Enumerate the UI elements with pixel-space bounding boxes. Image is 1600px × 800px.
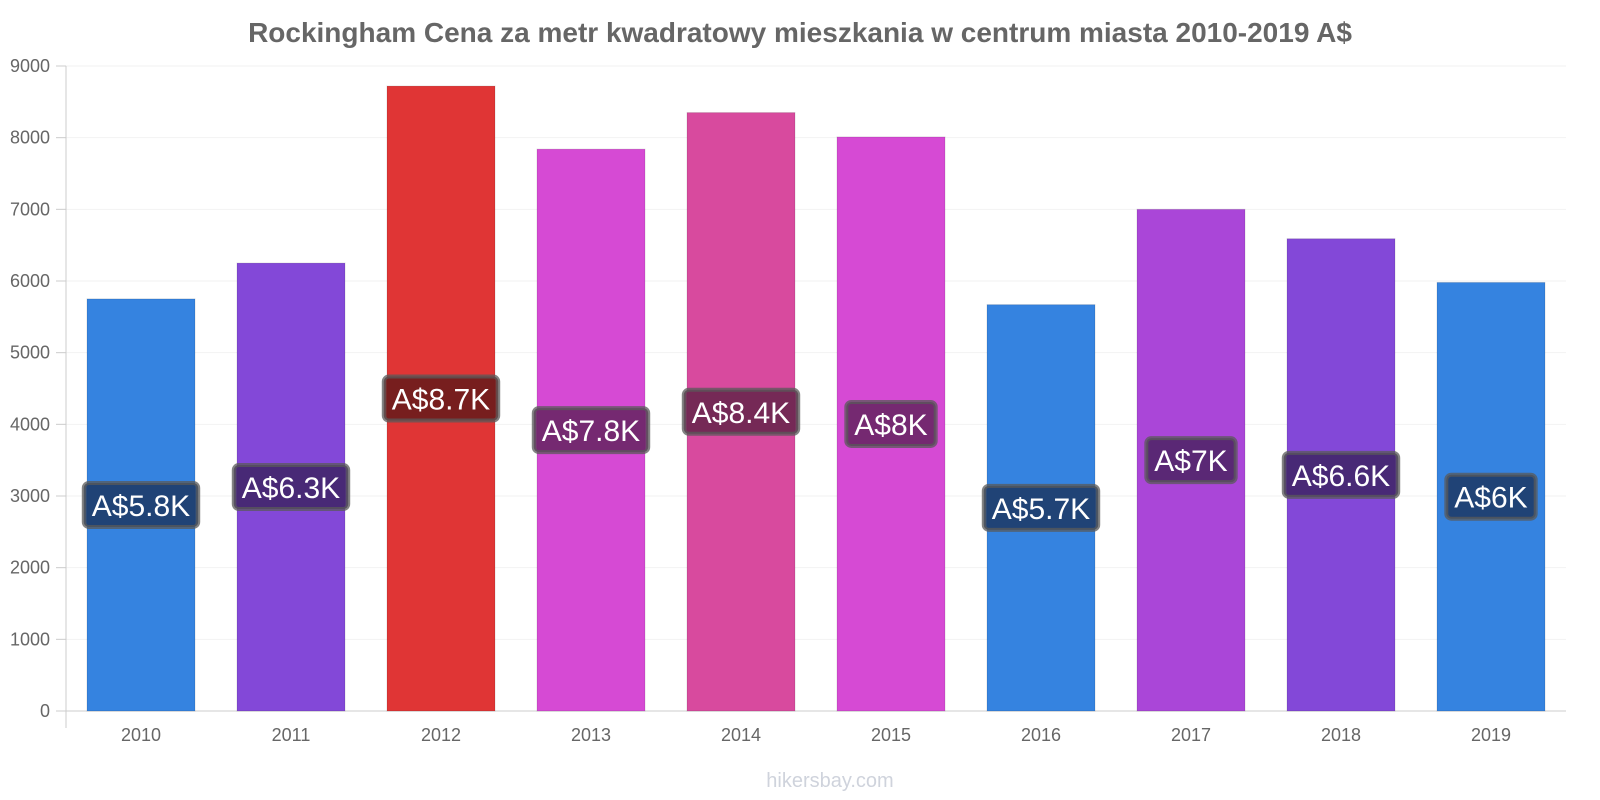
data-label-text: A$6K [1454, 482, 1527, 515]
y-tick-label: 1000 [10, 629, 50, 649]
data-label-text: A$8.7K [392, 384, 490, 417]
y-tick-label: 2000 [10, 558, 50, 578]
data-label-box [81, 480, 201, 529]
data-label-box [1144, 436, 1238, 485]
x-tick-label: 2017 [1171, 725, 1211, 745]
data-label-box [1281, 450, 1401, 499]
data-label-2019: A$6K [1444, 472, 1538, 521]
x-tick-label: 2010 [121, 725, 161, 745]
data-label-text: A$5.7K [992, 493, 1090, 526]
data-label-2018: A$6.6K [1281, 450, 1401, 499]
data-label-box [1444, 472, 1538, 521]
bars [86, 85, 1546, 712]
y-tick-label: 6000 [10, 271, 50, 291]
data-label-2016: A$5.7K [981, 483, 1101, 532]
data-label-2010: A$5.8K [81, 480, 201, 529]
x-tick-label: 2011 [272, 725, 311, 745]
data-label-text: A$5.8K [92, 490, 190, 523]
x-tick-label: 2019 [1471, 725, 1511, 745]
y-tick-label: 8000 [10, 128, 50, 148]
data-label-text: A$7K [1154, 445, 1227, 478]
y-tick-label: 9000 [10, 56, 50, 76]
x-tick-label: 2018 [1321, 725, 1361, 745]
data-label-text: A$8K [854, 409, 927, 442]
x-tick-label: 2015 [871, 725, 911, 745]
y-tick-label: 3000 [10, 486, 50, 506]
data-label-2014: A$8.4K [681, 387, 801, 436]
data-labels: A$5.8K A$6.3K A$8.7K A$7.8K A$8.4K A$8K A$5.7K… [81, 374, 1538, 532]
data-label-box [531, 406, 651, 455]
data-label-box [231, 463, 351, 512]
y-tick-label: 7000 [10, 199, 50, 219]
data-label-box [844, 399, 938, 448]
data-label-2013: A$7.8K [531, 406, 651, 455]
y-tick-label: 4000 [10, 414, 50, 434]
y-tick-label: 5000 [10, 343, 50, 363]
x-axis-ticks: 2010 2011 2012 2013 2014 2015 2016 2017 2018 2019 [121, 725, 1511, 745]
y-tick-label: 0 [40, 701, 50, 721]
data-label-text: A$8.4K [692, 397, 790, 430]
data-label-2011: A$6.3K [231, 463, 351, 512]
x-tick-label: 2016 [1021, 725, 1061, 745]
data-label-2017: A$7K [1144, 436, 1238, 485]
x-tick-label: 2012 [421, 725, 461, 745]
x-tick-label: 2014 [721, 725, 761, 745]
data-label-text: A$7.8K [542, 415, 640, 448]
data-label-box [381, 374, 501, 423]
data-label-2012: A$8.7K [381, 374, 501, 423]
watermark: hikersbay.com [766, 770, 893, 792]
data-label-box [681, 387, 801, 436]
x-tick-label: 2013 [571, 725, 611, 745]
data-label-2015: A$8K [844, 399, 938, 448]
chart-title: Rockingham Cena za metr kwadratowy miesz… [248, 17, 1352, 48]
data-label-text: A$6.6K [1292, 460, 1390, 493]
data-label-text: A$6.3K [242, 472, 340, 505]
y-axis-ticks: 0 1000 2000 3000 4000 5000 6000 7000 8000 9000 [10, 56, 66, 721]
data-label-box [981, 483, 1101, 532]
